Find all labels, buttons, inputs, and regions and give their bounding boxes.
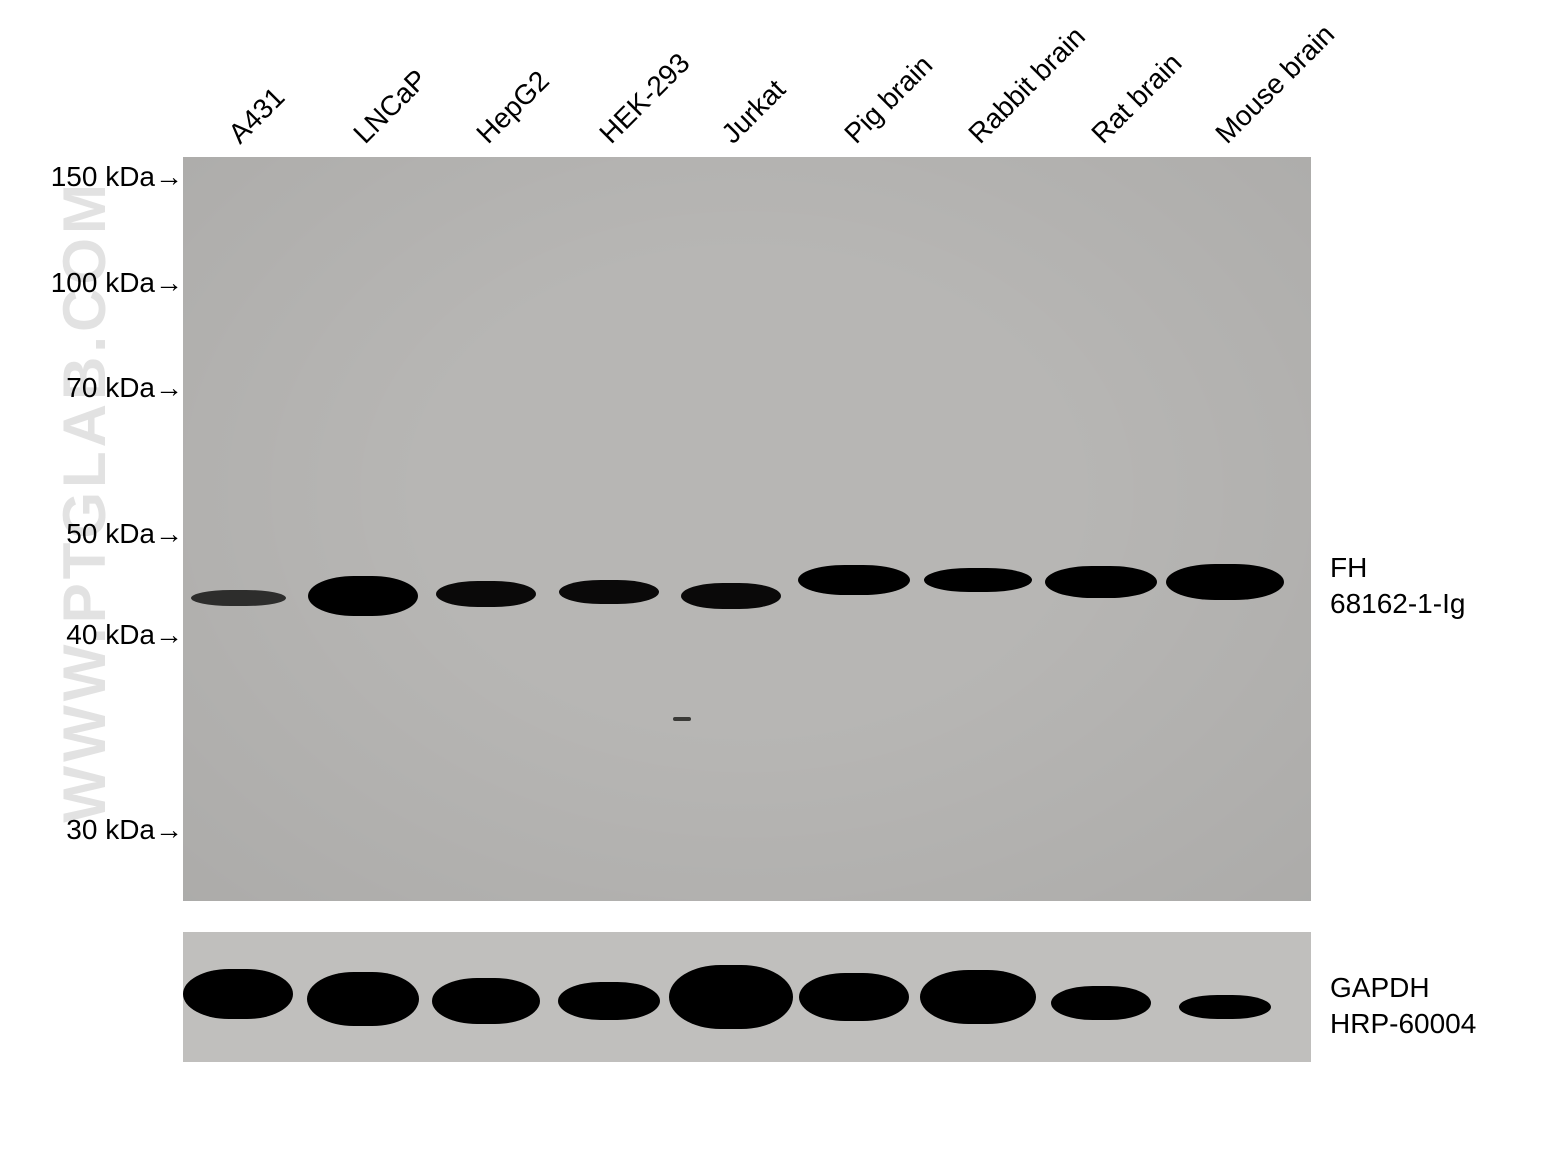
lane-label: Pig brain: [838, 49, 939, 150]
blot-panel-fh: [183, 157, 1311, 901]
lane-label: HEK-293: [593, 47, 696, 150]
mw-marker-labels: 150 kDa→ 100 kDa→ 70 kDa→ 50 kDa→ 40 kDa→ 30 …: [0, 0, 183, 900]
blot-annotation: GAPDHHRP-60004: [1330, 970, 1476, 1043]
annotation-line: GAPDH: [1330, 970, 1476, 1006]
lane-label: Rat brain: [1085, 47, 1188, 150]
annotation-line: FH: [1330, 550, 1465, 586]
blot-panel-gapdh: [183, 932, 1311, 1062]
mw-marker-label: 40 kDa→: [66, 619, 183, 651]
mw-marker-label: 70 kDa→: [66, 372, 183, 404]
lane-label: LNCaP: [347, 64, 433, 150]
blot-speck: [673, 717, 691, 721]
mw-marker-label: 150 kDa→: [51, 161, 183, 193]
lane-label: A431: [222, 81, 291, 150]
lane-labels-row: A431 LNCaP HepG2 HEK-293Jurkat Pig brainRabb…: [195, 0, 1305, 160]
lane-label: Rabbit brain: [962, 21, 1091, 150]
lane-label: Jurkat: [715, 73, 792, 150]
fh-band: [559, 580, 659, 604]
fh-band: [681, 583, 781, 609]
mw-marker-label: 100 kDa→: [51, 267, 183, 299]
fh-band: [436, 581, 536, 607]
gapdh-band: [183, 969, 293, 1019]
lane-label: Mouse brain: [1209, 18, 1341, 150]
gapdh-band: [558, 982, 660, 1020]
mw-marker-label: 30 kDa→: [66, 814, 183, 846]
mw-marker-label: 50 kDa→: [66, 518, 183, 550]
gapdh-band: [432, 978, 540, 1024]
gapdh-band: [799, 973, 909, 1021]
fh-band: [308, 576, 418, 616]
fh-band: [1166, 564, 1284, 600]
gapdh-band: [1051, 986, 1151, 1020]
gapdh-band: [1179, 995, 1271, 1019]
gapdh-band: [307, 972, 419, 1026]
gapdh-band: [920, 970, 1036, 1024]
fh-band: [191, 590, 286, 606]
lane-label: HepG2: [470, 65, 555, 150]
fh-band: [924, 568, 1032, 592]
blot-annotation: FH68162-1-Ig: [1330, 550, 1465, 623]
fh-band: [1045, 566, 1157, 598]
gapdh-band: [669, 965, 793, 1029]
annotation-line: HRP-60004: [1330, 1006, 1476, 1042]
annotation-line: 68162-1-Ig: [1330, 586, 1465, 622]
fh-band: [798, 565, 910, 595]
western-blot-figure: WWW.PTGLAB.COM A431LNCaPHepG2HEK-293Jurk…: [0, 0, 1553, 1167]
